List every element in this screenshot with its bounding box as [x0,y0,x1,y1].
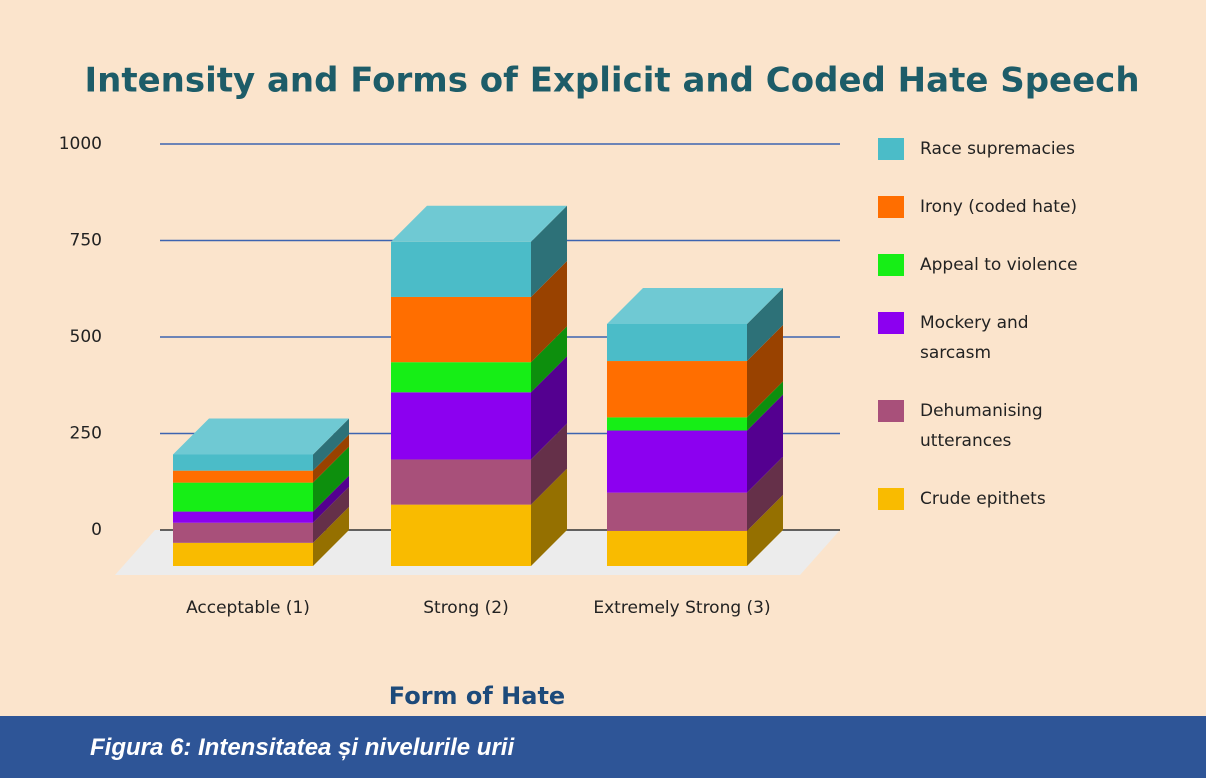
bar-side [313,418,349,471]
bar-side [747,456,783,531]
bar-segment [607,530,747,566]
bar-side [747,381,783,431]
legend-swatch [878,400,904,422]
bar-segment [173,542,313,566]
chart: Intensity and Forms of Explicit and Code… [59,61,1140,711]
bar-side [313,486,349,543]
bar-segment [607,323,747,362]
y-tick-label: 250 [70,424,102,444]
legend: Race supremacies Irony (coded hate) Appeal… [878,134,1138,542]
bar-side [531,423,567,505]
legend-swatch [878,138,904,160]
legend-label: Mockery and sarcasm [920,313,1029,363]
bar-segment [173,470,313,483]
bar-side [747,494,783,566]
bar-top [173,418,349,455]
legend-swatch [878,488,904,510]
legend-item: Dehumanising utterances [878,396,1138,456]
bar-segment [607,492,747,531]
footer: Figura 6: Intensitatea și nivelurile uri… [0,716,1206,778]
caption: Figura 6: Intensitatea și nivelurile uri… [90,734,515,761]
bar-side [747,394,783,493]
bar-side [313,506,349,566]
bar-segment [607,417,747,431]
bar-segment [173,454,313,471]
legend-label: Irony (coded hate) [920,197,1078,217]
bar-segment [607,361,747,418]
bar-segment [173,511,313,523]
x-axis-title: Form of Hate [389,682,565,710]
x-tick-label: Extremely Strong (3) [593,598,770,618]
bar-side [531,326,567,393]
legend-item: Mockery and sarcasm [878,308,1138,368]
x-tick-label: Acceptable (1) [186,598,310,618]
legend-label: Dehumanising utterances [920,401,1043,451]
legend-label: Race supremacies [920,139,1075,159]
legend-label: Crude epithets [920,489,1046,509]
bar-segment [391,459,531,505]
bar-segment [391,504,531,566]
bar-side [747,287,783,362]
bar-segment [607,430,747,493]
legend-item: Appeal to violence [878,250,1138,280]
legend-swatch [878,196,904,218]
bar-side [313,446,349,512]
legend-item: Irony (coded hate) [878,192,1138,222]
chart-title: Intensity and Forms of Explicit and Code… [84,61,1139,101]
legend-item: Crude epithets [878,484,1138,514]
bar-side [313,475,349,523]
y-tick-label: 500 [70,327,102,347]
bar-side [531,260,567,363]
bar-side [531,205,567,297]
bar-side [313,434,349,483]
y-tick-label: 1000 [59,134,102,154]
bar-segment [391,296,531,363]
bar-segment [173,482,313,512]
bar-top [391,205,567,242]
bar-top [607,287,783,324]
legend-swatch [878,312,904,334]
bar-side [747,325,783,418]
bar-side [531,468,567,566]
bar-segment [173,522,313,543]
y-tick-label: 0 [91,520,102,540]
bar-segment [391,241,531,297]
y-tick-label: 750 [70,231,102,251]
x-tick-label: Strong (2) [423,598,509,618]
bar-side [531,356,567,460]
legend-item: Race supremacies [878,134,1138,164]
bar-segment [391,362,531,393]
bar-segment [391,392,531,460]
legend-label: Appeal to violence [920,255,1078,275]
legend-swatch [878,254,904,276]
